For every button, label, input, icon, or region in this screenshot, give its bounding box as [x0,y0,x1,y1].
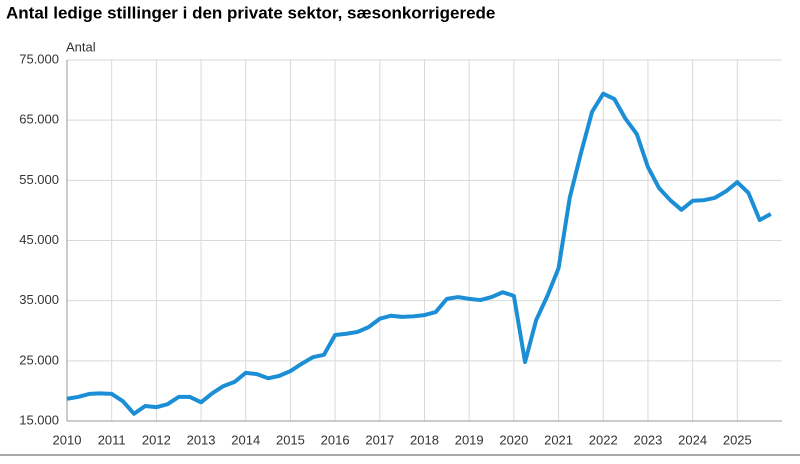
x-tick-label: 2017 [365,432,394,447]
x-tick-label: 2024 [678,432,707,447]
chart-title: Antal ledige stillinger i den private se… [6,3,495,22]
y-tick-label: 65.000 [19,112,59,127]
x-tick-label: 2022 [589,432,618,447]
y-tick-label: 45.000 [19,232,59,247]
x-tick-label: 2021 [544,432,573,447]
x-tick-label: 2020 [499,432,528,447]
y-tick-label: 55.000 [19,172,59,187]
y-tick-label: 15.000 [19,412,59,427]
x-tick-label: 2016 [321,432,350,447]
x-tick-label: 2011 [98,432,126,447]
x-tick-label: 2018 [410,432,439,447]
x-tick-label: 2019 [455,432,484,447]
y-axis-label: Antal [66,39,96,54]
y-tick-label: 35.000 [19,292,59,307]
x-tick-label: 2023 [633,432,662,447]
x-tick-label: 2012 [142,432,171,447]
data-line [66,91,772,416]
y-tick-label: 75.000 [19,51,59,66]
x-tick-label: 2010 [53,432,82,447]
x-tick-label: 2013 [187,432,216,447]
x-tick-label: 2025 [723,432,752,447]
x-tick-label: 2015 [276,432,305,447]
x-tick-label: 2014 [231,432,260,447]
y-tick-label: 25.000 [19,352,59,367]
